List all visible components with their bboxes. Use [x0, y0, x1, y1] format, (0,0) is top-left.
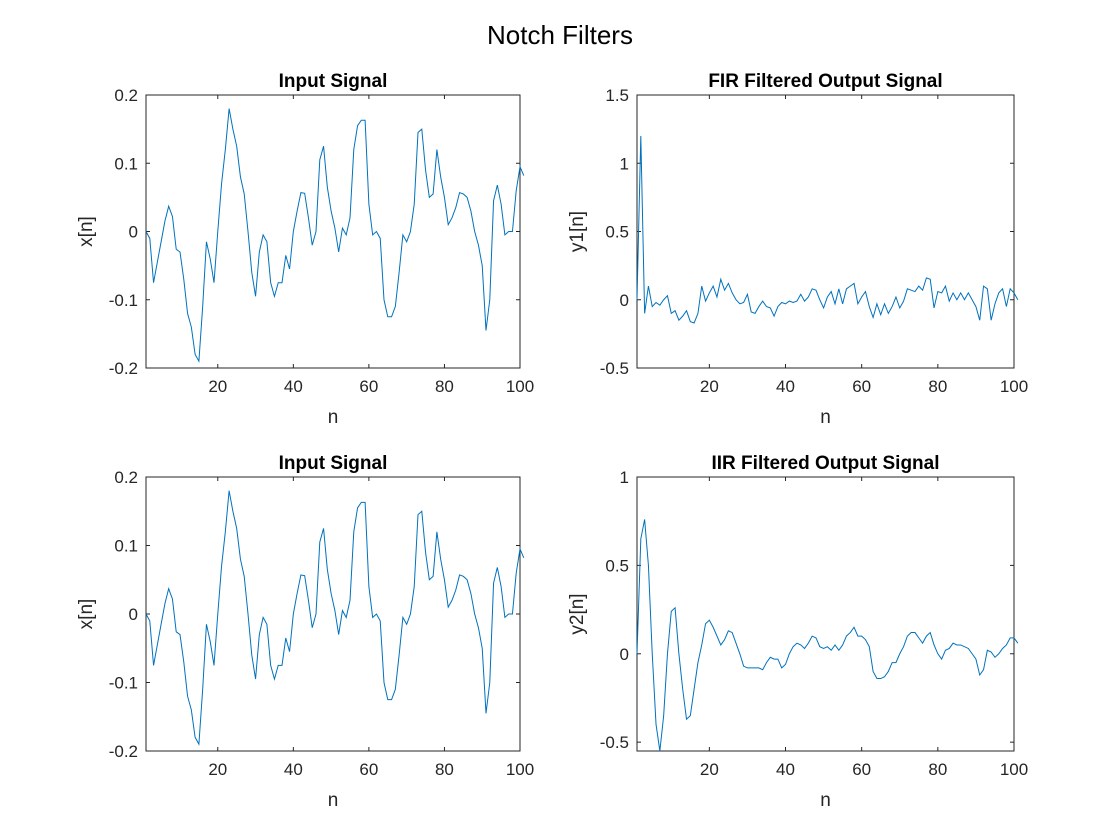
x-tick-label: 100	[1000, 377, 1028, 396]
y-tick-label: -0.1	[109, 291, 138, 310]
series-line	[636, 519, 1019, 752]
y-tick-label: -0.1	[109, 674, 138, 693]
y-axis-label: y1[n]	[567, 211, 588, 252]
subplot-title: Input Signal	[279, 453, 388, 474]
x-tick-label: 20	[700, 377, 719, 396]
subplot-iir-output: IIR Filtered Output Signal 20 40 60 80 100 -0.…	[567, 453, 1028, 811]
x-tick-label: 80	[435, 377, 454, 396]
axes-frame	[636, 94, 1015, 369]
x-tick-label: 60	[359, 760, 378, 779]
x-tick-label: 60	[359, 377, 378, 396]
subplot-input-signal-top: Input Signal 20 40 60 80 100 -0.2 -0.1 0 0.1 0.2 n x…	[76, 71, 534, 428]
x-tick-label: 20	[700, 760, 719, 779]
axes-frame	[636, 476, 1015, 752]
subplot-title: IIR Filtered Output Signal	[712, 453, 940, 474]
subplot-fir-output: FIR Filtered Output Signal 20 40 60 80 100 -0.…	[567, 71, 1028, 428]
series-line	[145, 108, 525, 363]
x-tick-label: 80	[435, 760, 454, 779]
y-tick-label: 0.2	[114, 468, 138, 487]
x-tick-label: 20	[208, 377, 227, 396]
y-tick-label: 0	[620, 645, 629, 664]
x-tick-label: 80	[928, 760, 947, 779]
y-tick-label: 1	[620, 154, 629, 173]
x-tick-label: 40	[284, 377, 303, 396]
axes-frame	[145, 476, 521, 752]
y-tick-label: -0.5	[600, 733, 629, 752]
y-tick-label: 0.5	[605, 223, 629, 242]
subplot-title: FIR Filtered Output Signal	[708, 71, 942, 92]
series-line	[636, 135, 1019, 324]
y-tick-label: 0.1	[114, 537, 138, 556]
x-tick-label: 100	[506, 377, 534, 396]
y-tick-label: 0	[620, 291, 629, 310]
y-tick-label: -0.2	[109, 742, 138, 761]
y-tick-label: 0	[129, 605, 138, 624]
y-tick-label: 1.5	[605, 86, 629, 105]
y-tick-label: 0	[129, 223, 138, 242]
x-tick-label: 60	[852, 760, 871, 779]
x-axis-label: n	[820, 790, 831, 811]
series-line	[145, 490, 525, 746]
x-tick-label: 80	[928, 377, 947, 396]
subplot-input-signal-bottom: Input Signal 20 40 60 80 100 -0.2 -0.1 0 0.1 0.2 n x…	[76, 453, 534, 811]
x-axis-label: n	[328, 407, 339, 428]
y-tick-label: 0.2	[114, 86, 138, 105]
x-tick-label: 40	[284, 760, 303, 779]
y-axis-label: x[n]	[76, 599, 97, 630]
x-tick-label: 100	[506, 760, 534, 779]
y-tick-label: 1	[620, 468, 629, 487]
x-axis-label: n	[328, 790, 339, 811]
y-tick-label: -0.2	[109, 359, 138, 378]
y-tick-label: 0.5	[605, 556, 629, 575]
subplot-title: Input Signal	[279, 71, 388, 92]
x-tick-label: 100	[1000, 760, 1028, 779]
axes-frame	[145, 94, 521, 369]
x-tick-label: 40	[776, 377, 795, 396]
y-axis-label: y2[n]	[567, 593, 588, 634]
y-axis-label: x[n]	[76, 216, 97, 247]
x-tick-label: 20	[208, 760, 227, 779]
x-tick-label: 40	[776, 760, 795, 779]
x-axis-label: n	[820, 407, 831, 428]
y-tick-label: -0.5	[600, 359, 629, 378]
figure-title: Notch Filters	[487, 20, 633, 50]
y-tick-label: 0.1	[114, 154, 138, 173]
x-tick-label: 60	[852, 377, 871, 396]
